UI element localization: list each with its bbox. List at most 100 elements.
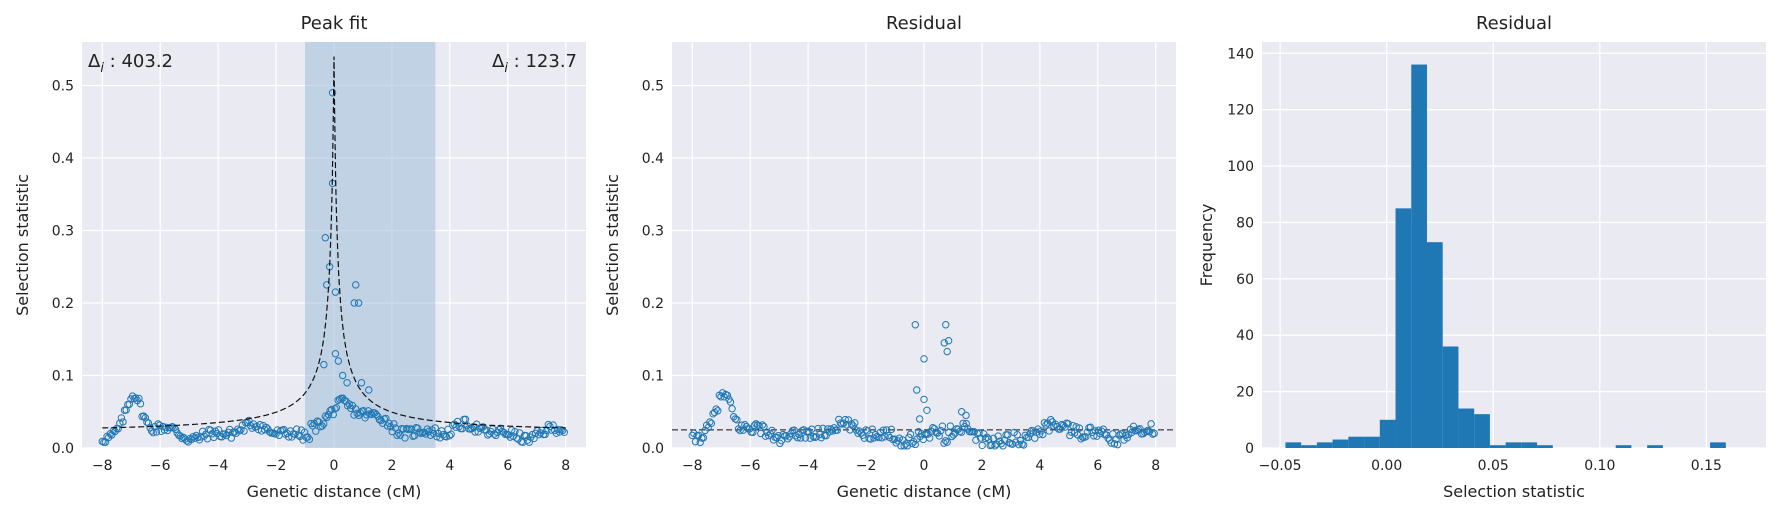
data-point	[135, 394, 143, 403]
histogram-bar	[1316, 442, 1333, 448]
data-point	[737, 421, 746, 429]
data-point	[726, 398, 735, 406]
y-tick-label: 20	[1236, 385, 1254, 401]
data-point	[941, 437, 950, 445]
data-point	[320, 420, 328, 428]
data-point	[143, 418, 151, 426]
data-point	[1042, 421, 1050, 429]
data-point	[1142, 427, 1151, 436]
data-point	[935, 432, 943, 440]
data-point	[779, 430, 787, 439]
data-point	[338, 371, 347, 380]
data-point	[790, 426, 798, 434]
data-point	[363, 411, 371, 419]
data-point	[728, 405, 736, 413]
data-point	[819, 424, 827, 433]
data-point	[994, 432, 1002, 440]
data-point	[350, 299, 358, 307]
data-point	[887, 425, 896, 434]
histogram-bar	[1332, 439, 1349, 448]
data-point	[949, 431, 958, 439]
data-point	[431, 424, 439, 432]
data-point	[353, 409, 361, 417]
data-point	[920, 395, 928, 404]
histogram-bar	[1489, 445, 1506, 448]
data-point	[313, 417, 322, 425]
data-point	[847, 420, 856, 428]
data-point	[1013, 430, 1021, 439]
data-point	[884, 431, 892, 440]
x-tick-label: −2	[856, 458, 877, 474]
y-tick-label: 0.4	[52, 151, 74, 167]
data-point	[240, 427, 248, 435]
chart-title: Residual	[1476, 13, 1552, 34]
data-point	[706, 418, 714, 426]
y-tick-label: 100	[1227, 159, 1254, 175]
data-point	[323, 281, 331, 289]
x-tick-label: −4	[798, 458, 819, 474]
y-tick-label: 40	[1236, 328, 1254, 344]
data-point	[1040, 419, 1049, 427]
data-point	[307, 419, 315, 428]
y-tick-label: 0.2	[642, 296, 664, 312]
data-point	[525, 438, 533, 446]
data-point	[365, 386, 373, 394]
data-point	[1019, 441, 1028, 449]
histogram-bar	[1647, 445, 1663, 448]
data-point	[332, 404, 341, 412]
y-tick-label: 0.3	[52, 224, 74, 240]
y-tick-label: 0.1	[642, 369, 664, 385]
x-tick-label: 6	[1093, 458, 1102, 474]
data-point	[908, 439, 916, 448]
x-tick-label: 8	[561, 458, 570, 474]
data-point	[1045, 427, 1053, 435]
data-point	[447, 430, 455, 438]
data-point	[334, 357, 343, 365]
data-point	[750, 421, 759, 430]
data-point	[942, 321, 950, 329]
data-point	[1110, 440, 1119, 448]
y-tick-label: 0.3	[642, 224, 664, 240]
x-axis-label: Selection statistic	[1443, 482, 1585, 501]
y-tick-label: 0.4	[642, 151, 664, 167]
x-tick-labels: −8 −6 −4 −2 0 2 4 6 8	[682, 458, 1160, 474]
data-point	[923, 406, 931, 414]
data-point	[541, 430, 549, 439]
data-point	[321, 234, 330, 242]
y-axis-label: Selection statistic	[13, 174, 32, 316]
y-tick-label: 140	[1227, 46, 1254, 62]
data-point	[453, 417, 462, 426]
data-point	[854, 429, 862, 437]
y-tick-label: 0.1	[52, 369, 74, 385]
x-tick-label: −0.05	[1259, 458, 1302, 474]
histogram-bar	[1521, 442, 1538, 448]
x-tick-label: 2	[977, 458, 986, 474]
data-point	[879, 426, 888, 434]
data-point	[1144, 426, 1152, 435]
data-point	[1037, 427, 1045, 435]
data-point	[245, 416, 253, 425]
histogram-bar	[1285, 442, 1302, 448]
histogram-bar	[1411, 64, 1427, 449]
y-tick-label: 0.2	[52, 296, 74, 312]
data-point	[312, 427, 320, 435]
x-tick-label: −2	[266, 458, 287, 474]
x-tick-label: 0	[330, 458, 339, 474]
data-point	[343, 379, 351, 387]
data-point	[766, 430, 775, 438]
data-point	[214, 426, 223, 434]
data-point	[878, 434, 886, 442]
data-point	[354, 299, 363, 307]
data-point	[903, 442, 912, 450]
histogram-bar	[1710, 442, 1726, 448]
data-point	[755, 422, 763, 430]
data-point	[911, 321, 920, 329]
y-tick-labels: 0.0 0.1 0.2 0.3 0.4 0.5	[642, 79, 664, 458]
data-point	[410, 431, 419, 440]
x-tick-label: 0.00	[1371, 458, 1402, 474]
histogram-bar	[1505, 442, 1522, 448]
data-point	[1064, 420, 1072, 428]
data-point	[237, 426, 245, 434]
x-tick-label: 0.15	[1691, 458, 1722, 474]
data-point	[736, 426, 744, 435]
